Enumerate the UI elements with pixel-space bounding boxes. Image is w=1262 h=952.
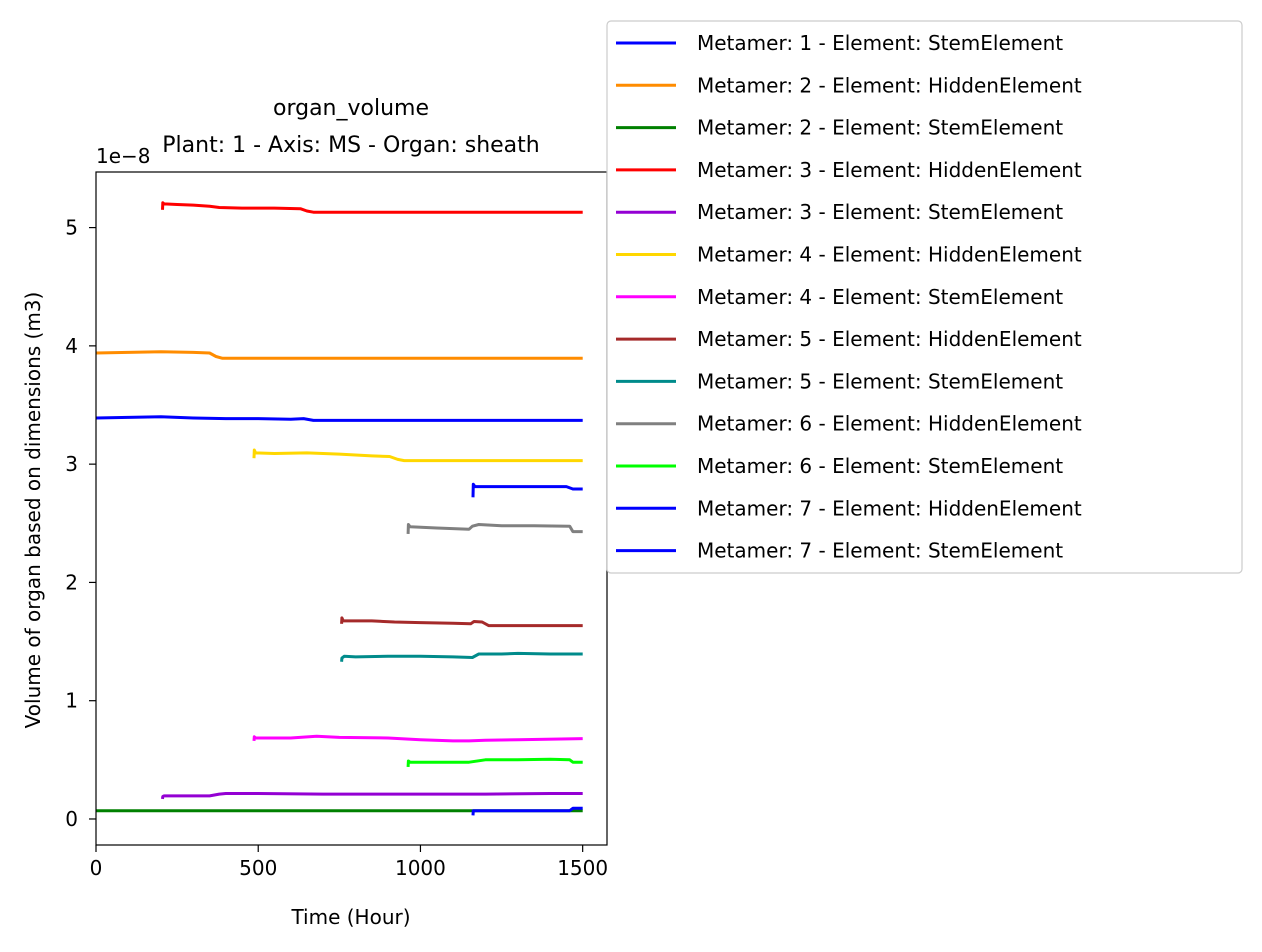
series-line-11 bbox=[406, 757, 583, 767]
y-axis-offset-label: 1e−8 bbox=[96, 144, 151, 168]
series-line-5 bbox=[161, 792, 583, 800]
series-line-7 bbox=[252, 734, 583, 743]
legend-label: Metamer: 5 - Element: HiddenElement bbox=[697, 327, 1082, 351]
legend-label: Metamer: 6 - Element: StemElement bbox=[697, 454, 1063, 478]
y-tick-label: 0 bbox=[65, 807, 78, 831]
y-tick-label: 4 bbox=[65, 334, 78, 358]
chart-subtitle: Plant: 1 - Axis: MS - Organ: sheath bbox=[162, 133, 539, 158]
plot-series-group bbox=[95, 201, 583, 816]
legend-label: Metamer: 7 - Element: StemElement bbox=[697, 539, 1063, 563]
legend-frame bbox=[606, 20, 1243, 574]
legend-label: Metamer: 4 - Element: StemElement bbox=[697, 285, 1063, 309]
x-tick-label: 1000 bbox=[395, 856, 446, 880]
series-line-9 bbox=[340, 651, 583, 662]
legend-label: Metamer: 1 - Element: StemElement bbox=[697, 31, 1063, 55]
legend-label: Metamer: 2 - Element: HiddenElement bbox=[697, 73, 1082, 97]
axis-ticks: 0 500 1000 1500 0 1 2 3 4 5 bbox=[65, 216, 608, 880]
series-line-13 bbox=[471, 806, 583, 816]
y-tick-label: 1 bbox=[65, 689, 78, 713]
chart-title: organ_volume bbox=[273, 96, 429, 121]
legend-label: Metamer: 3 - Element: HiddenElement bbox=[697, 158, 1082, 182]
x-axis-label: Time (Hour) bbox=[290, 905, 410, 929]
legend-label: Metamer: 2 - Element: StemElement bbox=[697, 116, 1063, 140]
series-line-12 bbox=[471, 482, 583, 498]
legend-label: Metamer: 5 - Element: StemElement bbox=[697, 369, 1063, 393]
x-tick-label: 500 bbox=[239, 856, 277, 880]
y-tick-label: 3 bbox=[65, 452, 78, 476]
y-tick-label: 2 bbox=[65, 570, 78, 594]
series-line-8 bbox=[340, 616, 583, 628]
legend-label: Metamer: 3 - Element: StemElement bbox=[697, 200, 1063, 224]
series-line-6 bbox=[252, 448, 583, 463]
legend-label: Metamer: 4 - Element: HiddenElement bbox=[697, 243, 1082, 267]
y-tick-label: 5 bbox=[65, 216, 78, 240]
x-tick-label: 0 bbox=[90, 856, 103, 880]
y-axis-label: Volume of organ based on dimensions (m3) bbox=[21, 292, 45, 729]
legend-label: Metamer: 6 - Element: HiddenElement bbox=[697, 412, 1082, 436]
legend-label: Metamer: 7 - Element: HiddenElement bbox=[697, 496, 1082, 520]
plot-frame bbox=[95, 171, 608, 846]
series-line-10 bbox=[406, 523, 583, 534]
x-tick-label: 1500 bbox=[557, 856, 608, 880]
series-line-4 bbox=[161, 201, 583, 214]
series-line-2 bbox=[95, 350, 583, 360]
chart-legend: Metamer: 1 - Element: StemElement Metamer… bbox=[606, 20, 1243, 574]
series-line-1 bbox=[95, 415, 583, 422]
